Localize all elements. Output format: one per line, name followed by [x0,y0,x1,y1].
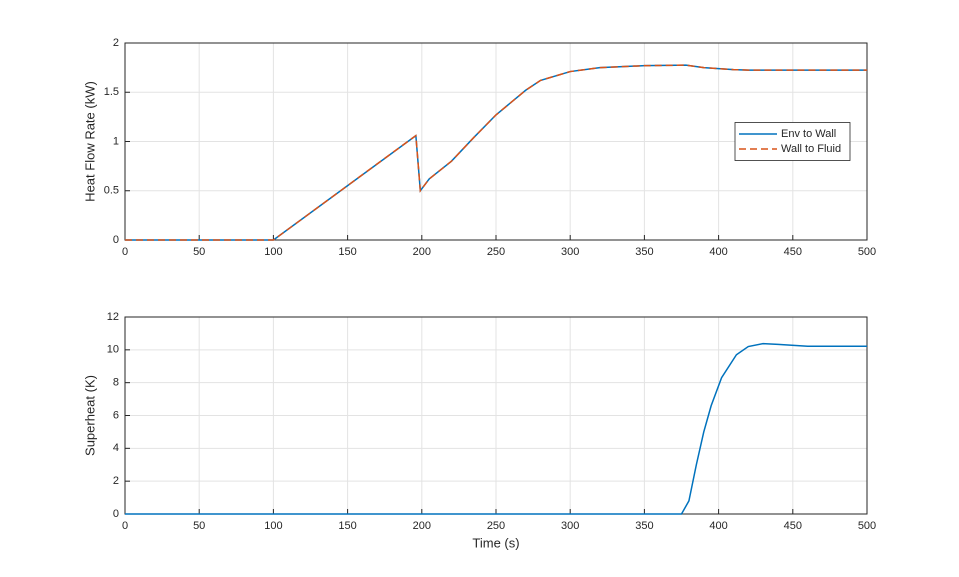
x-tick-label: 250 [487,246,505,258]
y-tick-label: 4 [113,442,119,454]
x-tick-label: 400 [709,520,727,532]
x-tick-label: 300 [561,520,579,532]
x-tick-label: 200 [413,246,431,258]
x-tick-label: 50 [193,520,205,532]
legend-label: Env to Wall [781,128,836,140]
legend-box [734,122,851,161]
axes-box [124,42,868,241]
x-tick-label: 300 [561,246,579,258]
y-tick-label: 6 [113,409,119,421]
y-tick-label: 12 [107,311,119,323]
y-axis-label: Superheat (K) [82,375,97,456]
x-tick-label: 100 [264,520,282,532]
x-tick-label: 450 [784,246,802,258]
series-line [125,64,867,241]
x-tick-label: 0 [122,520,128,532]
y-tick-label: 10 [107,344,119,356]
legend-label: Wall to Fluid [781,143,841,155]
x-tick-label: 400 [709,246,727,258]
y-tick-label: 2 [113,37,119,49]
y-tick-label: 0.5 [104,185,119,197]
y-tick-label: 2 [113,475,119,487]
x-tick-label: 50 [193,246,205,258]
x-tick-label: 500 [858,246,876,258]
x-tick-label: 200 [413,520,431,532]
y-tick-label: 0 [113,234,119,246]
x-axis-label: Time (s) [472,535,519,550]
y-tick-label: 1 [113,135,119,147]
series-line [125,342,867,515]
x-tick-label: 350 [635,520,653,532]
x-tick-label: 500 [858,520,876,532]
x-tick-label: 250 [487,520,505,532]
x-tick-label: 150 [338,520,356,532]
y-tick-label: 1.5 [104,86,119,98]
y-tick-label: 0 [113,508,119,520]
y-tick-label: 8 [113,377,119,389]
x-tick-label: 0 [122,246,128,258]
y-axis-label: Heat Flow Rate (kW) [82,81,97,202]
x-tick-label: 150 [338,246,356,258]
x-tick-label: 100 [264,246,282,258]
x-tick-label: 450 [784,520,802,532]
x-tick-label: 350 [635,246,653,258]
